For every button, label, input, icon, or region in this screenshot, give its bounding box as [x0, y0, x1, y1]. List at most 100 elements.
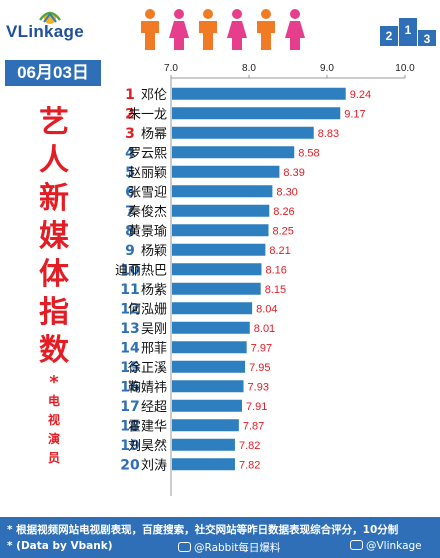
date-label: 06月03日 — [5, 60, 101, 86]
rank-label: 11 — [120, 282, 139, 298]
value-label: 8.16 — [265, 264, 286, 276]
value-label: 7.82 — [239, 440, 260, 452]
bar — [172, 243, 266, 256]
x-tick-label: 7.0 — [164, 63, 178, 74]
value-label: 9.17 — [344, 108, 365, 120]
x-tick-label: 9.0 — [320, 63, 334, 74]
rank-label: 5 — [125, 165, 135, 181]
category-label: 秦俊杰 — [128, 205, 167, 220]
bar — [172, 302, 253, 315]
rank-label: 12 — [120, 301, 139, 317]
rank-label: 7 — [125, 204, 135, 220]
watermark: @Rabbit每日爆料 — [178, 540, 280, 555]
category-label: 经超 — [141, 400, 167, 415]
rank-label: 3 — [125, 126, 135, 142]
rank-label: 4 — [125, 145, 135, 161]
podium-icon: 2 1 3 — [380, 18, 436, 46]
category-label: 鞠婧祎 — [128, 380, 167, 395]
category-label: 赵丽颖 — [128, 166, 167, 181]
bar — [172, 107, 341, 120]
value-label: 7.87 — [243, 420, 264, 432]
rank-label: 8 — [125, 223, 135, 239]
bar — [172, 204, 270, 217]
category-label: 黄景瑜 — [128, 224, 167, 239]
value-label: 8.39 — [283, 167, 304, 179]
svg-text:1: 1 — [405, 23, 412, 37]
value-label: 8.83 — [318, 128, 339, 140]
subtitle-char: 电 — [47, 394, 60, 408]
chart-title-vertical: 艺人新媒体指数 — [32, 104, 76, 370]
bar — [172, 126, 314, 139]
title-char: 数 — [39, 333, 69, 368]
category-label: 杨颖 — [141, 244, 167, 259]
bar — [172, 165, 280, 178]
rank-label: 17 — [120, 399, 139, 415]
bar — [172, 419, 239, 432]
rank-label: 16 — [120, 379, 139, 395]
bar — [172, 399, 242, 412]
value-label: 8.01 — [254, 323, 275, 335]
category-label: 罗云熙 — [128, 146, 167, 161]
footer-note: * 根据视频网站电视剧表现，百度搜索，社交网站等昨日数据表现综合评分，10分制 — [7, 524, 399, 536]
subtitle-char: 视 — [47, 413, 60, 427]
chart-subtitle-vertical: 电视演员 — [40, 392, 68, 468]
x-tick-label: 10.0 — [395, 63, 415, 74]
value-label: 8.30 — [276, 186, 297, 198]
category-label: 刘涛 — [141, 457, 167, 473]
bar — [172, 146, 295, 159]
category-label: 邓伦 — [141, 88, 167, 103]
people-icon — [141, 9, 305, 50]
category-label: 张雪迎 — [128, 185, 167, 200]
category-label: 迪丽热巴 — [115, 263, 167, 278]
category-label: 何泓姗 — [128, 301, 167, 317]
category-label: 杨幂 — [141, 127, 167, 142]
value-label: 8.26 — [273, 206, 294, 218]
data-source-note: * (Data by Vbank) — [7, 540, 113, 552]
title-char: 艺 — [39, 105, 69, 140]
bar — [172, 87, 346, 100]
bar — [172, 380, 244, 393]
rank-label: 14 — [120, 340, 140, 356]
bar — [172, 458, 235, 471]
category-label: 徐正溪 — [128, 361, 167, 376]
x-tick-label: 8.0 — [242, 63, 256, 74]
brand-name: VLinkage — [6, 22, 84, 41]
title-char: 新 — [39, 181, 69, 216]
title-star: * — [49, 372, 59, 393]
rank-label: 2 — [125, 106, 135, 122]
watermark: @Vlinkage — [350, 540, 422, 552]
rank-label: 1 — [125, 87, 135, 103]
watermark-text: @Rabbit每日爆料 — [194, 542, 281, 554]
svg-text:2: 2 — [386, 29, 393, 43]
bar — [172, 224, 269, 237]
rank-label: 10 — [120, 262, 140, 278]
rank-label: 15 — [120, 360, 139, 376]
category-label: 邢菲 — [141, 341, 167, 356]
rank-label: 20 — [120, 457, 140, 473]
watermark-text: @Vlinkage — [366, 540, 422, 552]
category-label: 吴刚 — [141, 322, 167, 337]
title-char: 媒 — [39, 219, 69, 254]
rank-label: 6 — [125, 184, 135, 200]
rank-label: 19 — [120, 438, 139, 454]
category-label: 杨紫 — [141, 283, 167, 298]
subtitle-char: 演 — [47, 432, 60, 446]
bar — [172, 438, 235, 451]
category-label: 霍建华 — [128, 419, 167, 434]
rank-label: 18 — [120, 418, 139, 434]
footer-bar — [0, 517, 440, 558]
svg-text:3: 3 — [424, 32, 431, 46]
brand-logo: VLinkage — [6, 8, 102, 44]
title-char: 指 — [39, 295, 69, 330]
category-label: 朱一龙 — [128, 107, 167, 122]
value-label: 7.82 — [239, 459, 260, 471]
value-label: 8.25 — [273, 225, 294, 237]
bar — [172, 341, 247, 354]
value-label: 7.93 — [248, 381, 269, 393]
bar — [172, 263, 262, 276]
title-char: 体 — [39, 257, 69, 292]
bar — [172, 321, 250, 334]
bar — [172, 282, 261, 295]
title-char: 人 — [39, 143, 69, 178]
